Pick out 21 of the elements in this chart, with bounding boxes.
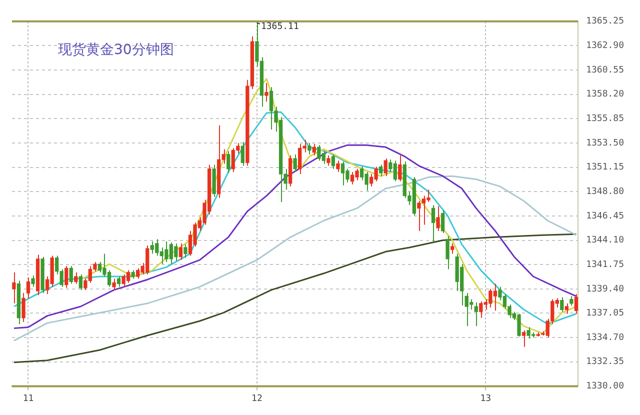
y-tick-label: 1344.10 — [586, 236, 624, 246]
y-tick-label: 1362.90 — [586, 41, 624, 52]
y-tick-label: 1330.00 — [586, 382, 624, 392]
y-tick-label: 1348.80 — [586, 186, 624, 197]
y-tick-label: 1365.25 — [586, 16, 624, 27]
y-tick-label: 1346.45 — [586, 211, 624, 222]
y-tick-label: 1337.05 — [586, 308, 624, 319]
y-tick-label: 1351.15 — [586, 162, 624, 173]
y-tick-label: 1360.55 — [586, 65, 624, 76]
x-tick-label: 13 — [480, 394, 492, 404]
y-tick-label: 1341.75 — [586, 260, 624, 270]
annotation: 1365.11 — [260, 22, 299, 32]
x-tick-label: 11 — [22, 394, 34, 404]
y-tick-label: 1353.50 — [586, 138, 624, 148]
text: 现货黄金30分钟图 — [58, 42, 174, 58]
x-tick-label: 12 — [252, 394, 262, 404]
y-tick-label: 1334.70 — [586, 332, 624, 343]
y-tick-label: 1358.20 — [586, 90, 624, 100]
y-tick-label: 1332.35 — [586, 357, 624, 368]
y-tick-label: 1355.85 — [586, 114, 624, 124]
y-tick-label: 1339.40 — [586, 284, 624, 294]
